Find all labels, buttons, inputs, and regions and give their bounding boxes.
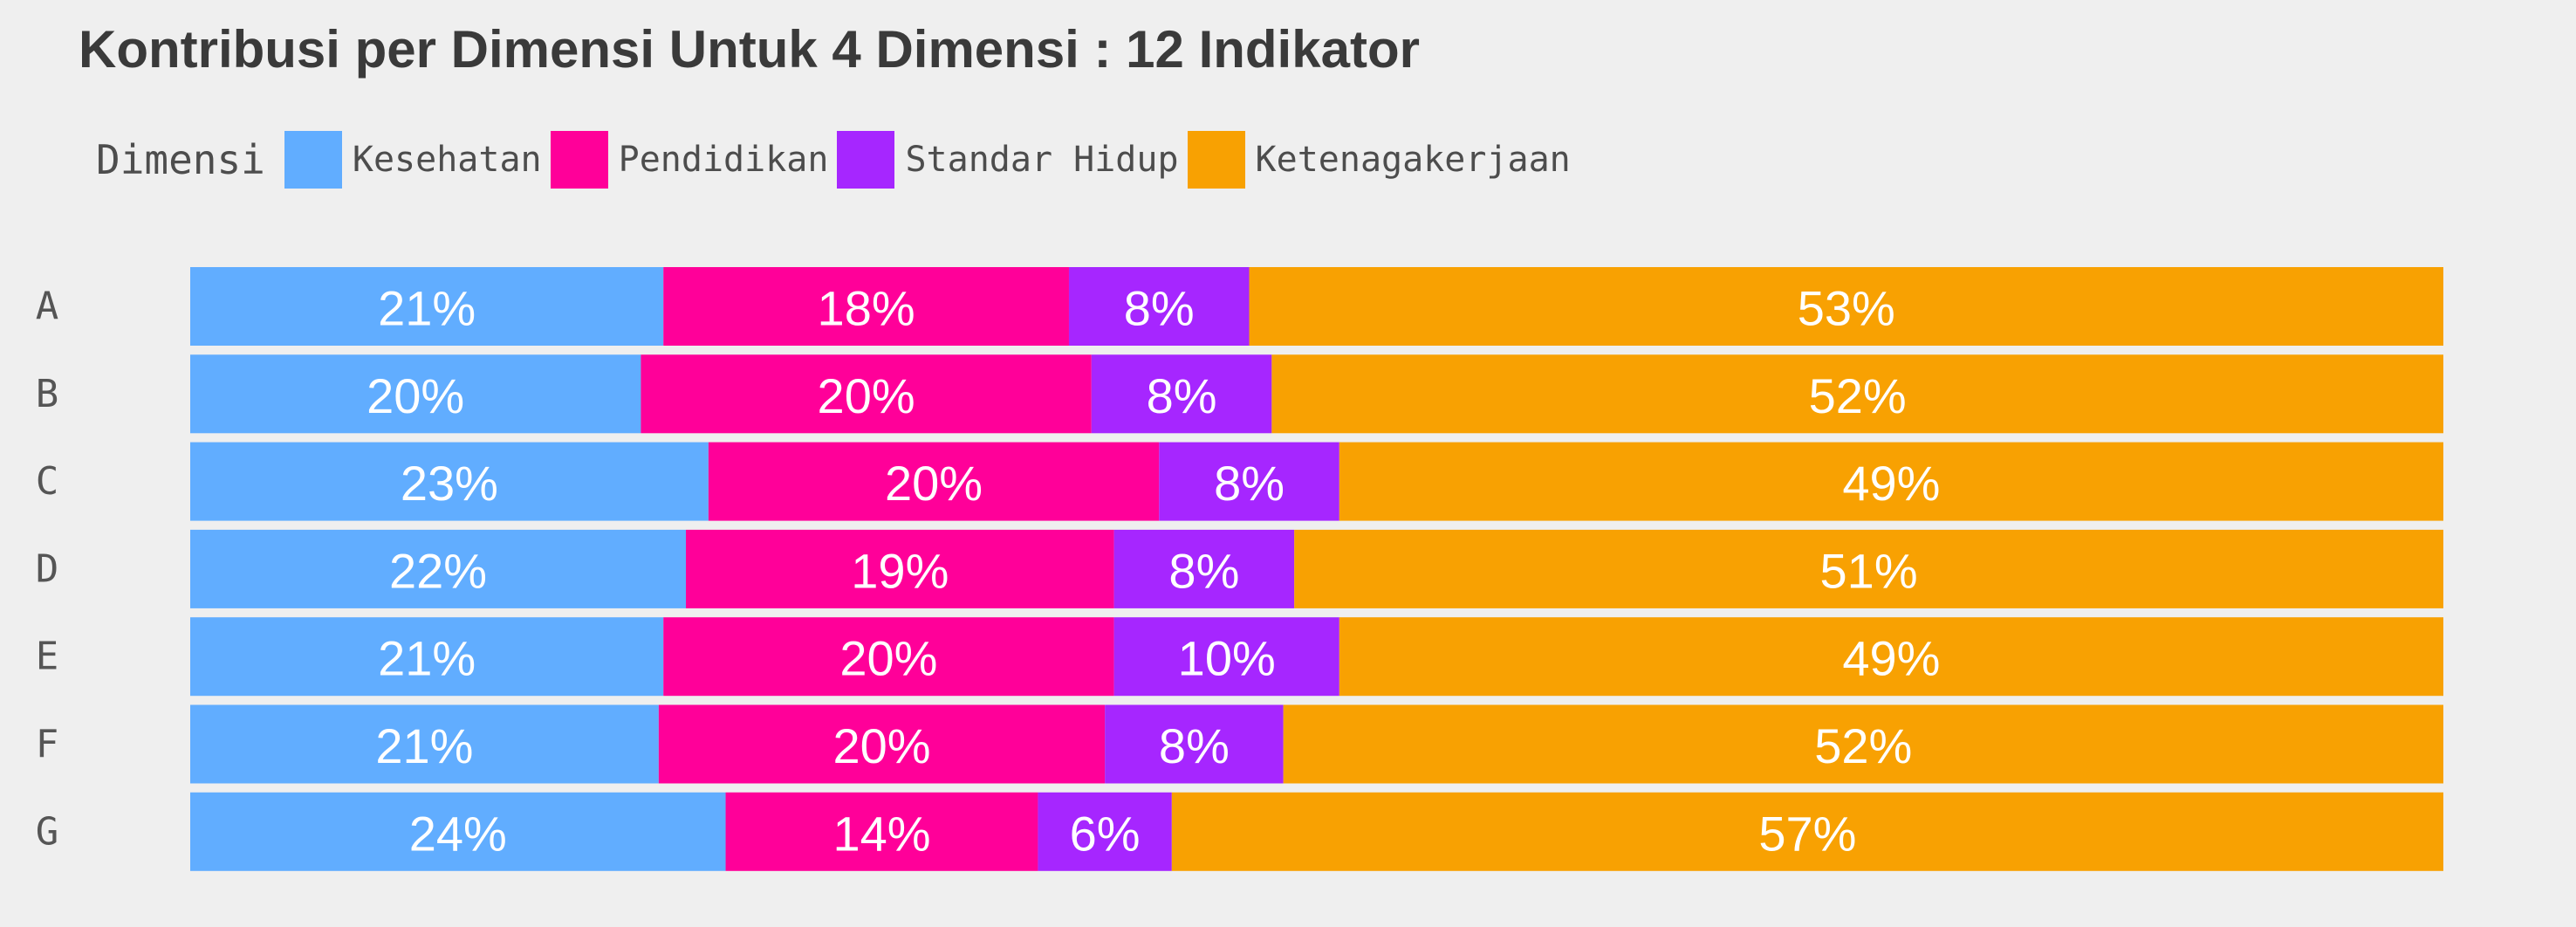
data-label-standar-hidup-f: 8% [1159,718,1230,773]
bar-row-g: G 24% 14% 6% 57% [36,792,2443,871]
bar-segment-pendidikan-a [663,267,1069,346]
bar-segment-standar-hidup-g [1038,792,1172,871]
bar-segment-kesehatan-a [190,267,664,346]
bar-row-d: D 22% 19% 8% 51% [36,529,2443,608]
data-label-standar-hidup-g: 6% [1070,806,1141,861]
data-label-pendidikan-d: 19% [851,543,949,598]
row-label-b: B [36,372,59,416]
data-label-standar-hidup-b: 8% [1147,368,1217,423]
legend-swatch-pendidikan [550,131,608,189]
legend-item-kesehatan: Kesehatan [284,131,551,189]
data-label-kesehatan-d: 22% [389,543,487,598]
data-label-kesehatan-a: 21% [378,281,476,336]
bar-segment-standar-hidup-b [1091,354,1272,434]
legend-item-pendidikan: Pendidikan [550,131,838,189]
bar-row-a: A 21% 18% 8% 53% [36,267,2443,346]
row-label-f: F [36,722,59,766]
data-label-ketenagakerjaan-a: 53% [1798,281,1895,336]
bar-segment-kesehatan-g [190,792,726,871]
data-label-kesehatan-b: 20% [367,368,464,423]
data-label-standar-hidup-a: 8% [1124,281,1195,336]
data-label-kesehatan-e: 21% [378,631,476,686]
legend-swatch-standar-hidup [837,131,895,189]
data-label-pendidikan-c: 20% [885,456,983,511]
data-label-pendidikan-f: 20% [832,718,930,773]
bar-segment-standar-hidup-a [1068,267,1250,346]
legend-label-ketenagakerjaan: Ketenagakerjaan [1255,140,1571,180]
row-label-d: D [36,546,59,591]
chart-title: Kontribusi per Dimensi Untuk 4 Dimensi :… [79,20,1420,79]
row-label-e: E [36,635,59,679]
bar-segment-ketenagakerjaan-e [1339,617,2443,697]
data-label-kesehatan-f: 21% [375,718,473,773]
bar-segment-standar-hidup-f [1105,704,1284,784]
data-label-standar-hidup-e: 10% [1178,631,1276,686]
data-label-kesehatan-c: 23% [401,456,498,511]
bar-segment-ketenagakerjaan-a [1249,267,2443,346]
bar-segment-pendidikan-f [658,704,1106,784]
bar-segment-pendidikan-g [725,792,1038,871]
data-label-standar-hidup-c: 8% [1214,456,1285,511]
data-label-ketenagakerjaan-d: 51% [1820,543,1918,598]
legend: Dimensi Kesehatan Pendidikan Standar Hid… [96,129,1579,190]
bar-segment-kesehatan-d [190,529,687,608]
bar-row-c: C 23% 20% 8% 49% [36,442,2443,521]
row-label-g: G [36,809,59,854]
data-label-ketenagakerjaan-g: 57% [1758,806,1856,861]
bar-row-e: E 21% 20% 10% 49% [36,617,2443,697]
bar-segment-ketenagakerjaan-b [1271,354,2443,434]
data-label-pendidikan-a: 18% [818,281,915,336]
bar-segment-pendidikan-b [641,354,1092,434]
legend-title: Dimensi [96,136,265,183]
data-label-pendidikan-e: 20% [839,631,937,686]
bar-segment-pendidikan-e [663,617,1114,697]
legend-label-pendidikan: Pendidikan [618,140,829,180]
bar-row-f: F 21% 20% 8% 52% [36,704,2443,784]
bar-segment-pendidikan-c [708,442,1160,521]
bar-segment-standar-hidup-e [1113,617,1339,697]
bar-segment-standar-hidup-c [1159,442,1339,521]
bar-row-b: B 20% 20% 8% 52% [36,354,2443,434]
bar-segment-ketenagakerjaan-g [1171,792,2443,871]
data-label-pendidikan-b: 20% [818,368,915,423]
legend-item-standar-hidup: Standar Hidup [837,131,1187,189]
row-label-a: A [36,285,59,329]
bar-segment-pendidikan-d [686,529,1114,608]
bar-segment-kesehatan-e [190,617,664,697]
data-label-ketenagakerjaan-f: 52% [1814,718,1912,773]
data-label-ketenagakerjaan-e: 49% [1842,631,1940,686]
legend-swatch-ketenagakerjaan [1187,131,1245,189]
legend-swatch-kesehatan [284,131,342,189]
data-label-pendidikan-g: 14% [832,806,930,861]
bar-segment-standar-hidup-d [1113,529,1295,608]
bar-segment-kesehatan-c [190,442,709,521]
row-label-c: C [36,459,59,504]
legend-label-standar-hidup: Standar Hidup [905,140,1179,180]
data-label-standar-hidup-d: 8% [1168,543,1239,598]
bar-segment-ketenagakerjaan-f [1283,704,2443,784]
data-label-ketenagakerjaan-c: 49% [1842,456,1940,511]
data-label-kesehatan-g: 24% [409,806,507,861]
bar-segment-ketenagakerjaan-c [1339,442,2443,521]
legend-item-ketenagakerjaan: Ketenagakerjaan [1187,131,1579,189]
legend-label-kesehatan: Kesehatan [352,140,542,180]
bar-segment-kesehatan-f [190,704,659,784]
bar-segment-ketenagakerjaan-d [1294,529,2443,608]
bar-segment-kesehatan-b [190,354,641,434]
data-label-ketenagakerjaan-b: 52% [1809,368,1907,423]
